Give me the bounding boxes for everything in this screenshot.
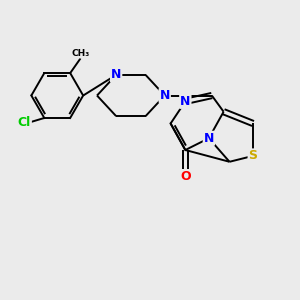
Text: S: S (249, 149, 258, 162)
Text: N: N (111, 68, 121, 81)
Text: N: N (180, 95, 190, 108)
Text: Cl: Cl (18, 116, 31, 129)
Text: CH₃: CH₃ (71, 49, 90, 58)
Text: O: O (180, 170, 190, 183)
Text: N: N (204, 132, 214, 145)
Text: N: N (160, 89, 170, 102)
